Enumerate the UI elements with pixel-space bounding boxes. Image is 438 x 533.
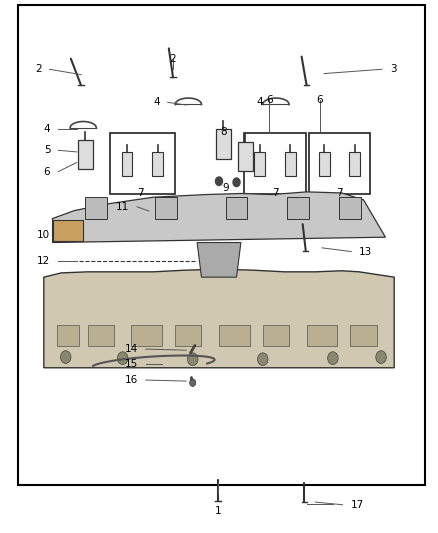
Bar xyxy=(319,152,330,176)
Bar xyxy=(152,152,163,176)
Bar xyxy=(131,325,162,346)
Bar xyxy=(78,140,93,169)
Polygon shape xyxy=(44,269,394,368)
Bar xyxy=(238,142,253,172)
Text: 9: 9 xyxy=(222,183,229,192)
Text: 14: 14 xyxy=(125,344,138,354)
Circle shape xyxy=(60,351,71,364)
Text: 5: 5 xyxy=(44,146,50,155)
Text: 3: 3 xyxy=(390,64,396,74)
Bar xyxy=(57,325,79,346)
Text: 11: 11 xyxy=(116,202,129,212)
Text: 1: 1 xyxy=(215,506,222,515)
Text: 15: 15 xyxy=(125,359,138,368)
Bar xyxy=(53,220,83,241)
Bar xyxy=(155,197,177,219)
Bar xyxy=(85,197,107,219)
Text: 7: 7 xyxy=(272,188,279,198)
Circle shape xyxy=(376,351,386,364)
Text: 6: 6 xyxy=(44,167,50,176)
Bar xyxy=(219,325,250,346)
Bar xyxy=(287,197,309,219)
Text: 16: 16 xyxy=(125,375,138,385)
Bar xyxy=(350,152,360,176)
Text: 8: 8 xyxy=(220,127,227,137)
Text: 2: 2 xyxy=(170,54,177,63)
Text: 6: 6 xyxy=(316,95,323,105)
Circle shape xyxy=(117,352,128,365)
Circle shape xyxy=(187,353,198,366)
Bar xyxy=(88,325,114,346)
Bar xyxy=(226,197,247,219)
Bar xyxy=(285,152,296,176)
Circle shape xyxy=(328,352,338,365)
Circle shape xyxy=(215,177,223,185)
Bar xyxy=(110,133,175,195)
Bar xyxy=(122,152,133,176)
Text: 13: 13 xyxy=(359,247,372,256)
Bar xyxy=(263,325,289,346)
Bar xyxy=(309,133,370,195)
Text: 4: 4 xyxy=(256,98,263,107)
Text: 10: 10 xyxy=(37,230,50,239)
Bar xyxy=(339,197,361,219)
Bar xyxy=(254,152,265,176)
Text: 4: 4 xyxy=(44,124,50,134)
Circle shape xyxy=(233,178,240,187)
Bar xyxy=(175,325,201,346)
Text: 4: 4 xyxy=(153,98,160,107)
Text: 17: 17 xyxy=(350,500,364,510)
Circle shape xyxy=(258,353,268,366)
Polygon shape xyxy=(197,243,241,277)
Text: 6: 6 xyxy=(266,95,273,105)
Text: 7: 7 xyxy=(336,188,343,198)
Text: 7: 7 xyxy=(137,188,144,198)
Text: 2: 2 xyxy=(35,64,42,74)
Bar xyxy=(307,325,337,346)
Bar xyxy=(215,129,231,159)
Bar xyxy=(350,325,377,346)
Bar xyxy=(244,133,306,195)
Circle shape xyxy=(190,379,196,386)
Polygon shape xyxy=(53,192,385,243)
Text: 12: 12 xyxy=(37,256,50,266)
